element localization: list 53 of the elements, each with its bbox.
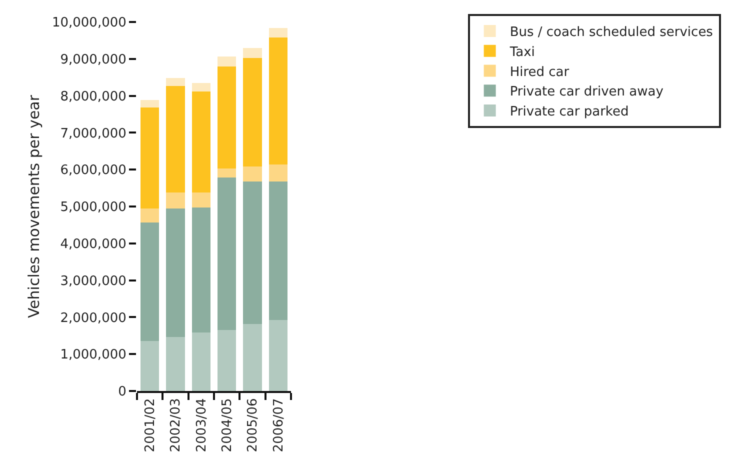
- x-tick-label: 2002/03: [168, 398, 184, 452]
- bar: [166, 78, 185, 86]
- bar: [140, 208, 160, 222]
- bar: [192, 332, 211, 391]
- y-tick-label: 2,000,000: [60, 310, 126, 326]
- y-tick-label: 6,000,000: [60, 163, 126, 178]
- x-tick-label: 2006/07: [271, 398, 286, 452]
- y-tick-label: 10,000,000: [52, 16, 126, 31]
- y-tick-label: 8,000,000: [60, 89, 126, 104]
- legend-label: Bus / coach scheduled services: [510, 25, 714, 40]
- legend-label: Private car parked: [510, 104, 629, 120]
- bar: [166, 208, 185, 338]
- bar: [243, 48, 262, 58]
- bar: [166, 337, 185, 391]
- bar: [192, 192, 211, 208]
- y-tick-label: 3,000,000: [60, 274, 126, 289]
- bar: [217, 178, 236, 330]
- y-tick-label: 5,000,000: [60, 200, 126, 216]
- x-tick-label: 2001/02: [143, 398, 158, 452]
- bar: [166, 192, 185, 208]
- bar: [217, 168, 236, 178]
- x-tick-label: 2004/05: [220, 398, 236, 452]
- bar: [268, 181, 288, 320]
- y-tick-label: 1,000,000: [60, 348, 126, 363]
- bar: [192, 208, 211, 332]
- y-tick-label: 9,000,000: [60, 52, 126, 68]
- bar: [192, 82, 211, 92]
- bar: [140, 341, 160, 391]
- bar: [217, 330, 236, 391]
- y-tick-label: 7,000,000: [60, 126, 126, 142]
- bar: [243, 58, 262, 166]
- bar: [217, 56, 236, 66]
- y-tick-label: 0: [118, 384, 126, 400]
- legend-label: Private car driven away: [510, 84, 664, 100]
- y-axis-title: Vehicles movements per year: [25, 94, 44, 318]
- bar: [268, 164, 288, 182]
- bar: [140, 108, 160, 208]
- bar: [217, 66, 236, 168]
- bar: [268, 320, 288, 391]
- x-tick-label: 2003/04: [194, 398, 210, 452]
- legend-label: Hired car: [510, 64, 570, 80]
- bar: [140, 222, 160, 342]
- bar: [192, 92, 211, 192]
- bar: [140, 100, 160, 108]
- bar: [243, 166, 262, 182]
- y-tick-label: 4,000,000: [60, 236, 126, 252]
- x-tick-label: 2005/06: [246, 398, 261, 452]
- bar: [166, 86, 185, 192]
- bar: [243, 324, 262, 391]
- bar: [243, 181, 262, 324]
- bar: [268, 28, 288, 38]
- legend-label: Taxi: [508, 44, 535, 60]
- bar: [268, 38, 288, 164]
